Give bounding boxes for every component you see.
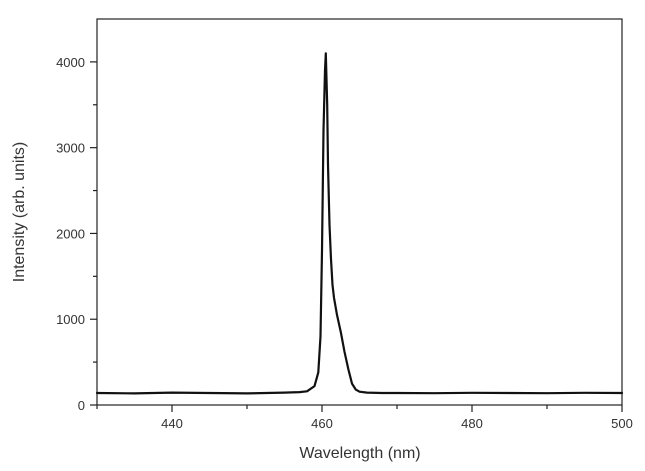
y-tick-label: 4000 [56,55,85,70]
y-tick-label: 2000 [56,226,85,241]
x-tick-label: 440 [161,416,183,431]
x-tick-label: 500 [611,416,633,431]
axis-ticks [90,61,623,412]
x-tick-label: 480 [461,416,483,431]
y-axis-title: Intensity (arb. units) [11,142,28,283]
x-axis-title: Wavelength (nm) [299,445,420,462]
y-tick-label: 0 [78,398,85,413]
plot-frame [96,18,623,406]
axis-tick-labels: 440 460 480 500 0 1000 2000 3000 4000 [56,55,633,431]
y-tick-label: 3000 [56,141,85,156]
spectrum-line [95,52,624,395]
x-tick-label: 460 [311,416,333,431]
y-tick-label: 1000 [56,312,85,327]
